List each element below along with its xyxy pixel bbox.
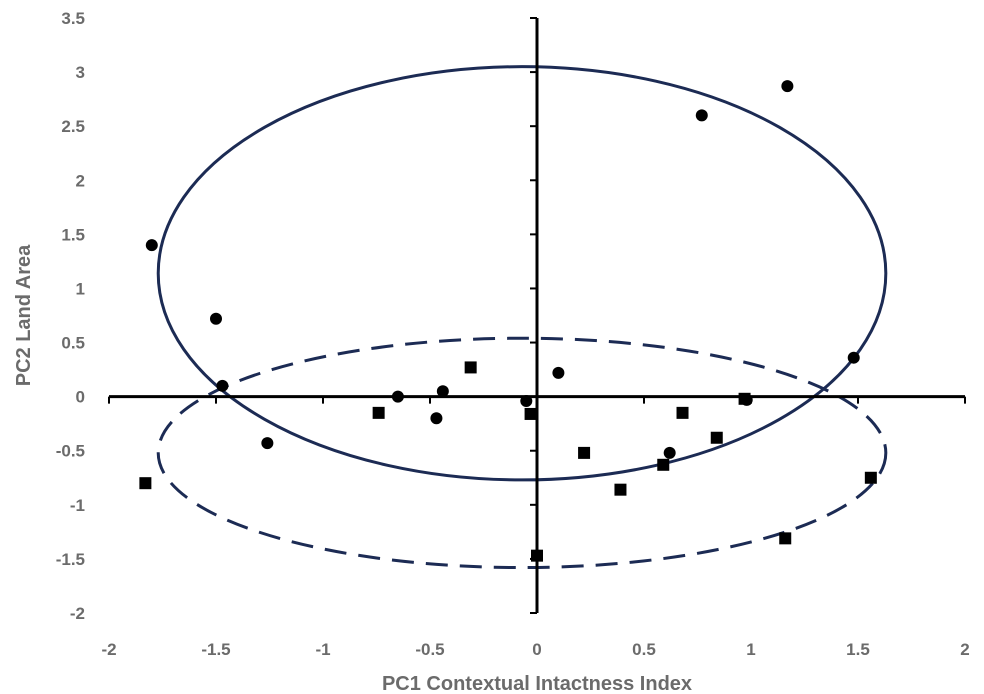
circle-point xyxy=(663,446,676,459)
circle-point xyxy=(145,239,158,252)
circle-point xyxy=(520,394,533,407)
y-tick-label: 3.5 xyxy=(61,9,85,28)
circle-point xyxy=(210,312,222,325)
square-point xyxy=(524,407,537,420)
circle-point xyxy=(781,80,794,93)
x-tick-label: -2 xyxy=(101,640,116,659)
tick-labels: -2 -1.5 -1 -0.5 0 0.5 1 1.5 2 3.5 3 2.5 2 1.5 1 0.5 0 -0.… xyxy=(56,9,970,659)
solid-ellipse xyxy=(156,65,888,482)
square-point xyxy=(614,483,627,496)
y-tick-label: 2.5 xyxy=(61,117,85,136)
x-tick-label: -1 xyxy=(315,640,330,659)
x-tick-label: 0.5 xyxy=(632,640,656,659)
data-points xyxy=(139,80,877,562)
y-tick-label: -1 xyxy=(70,496,85,515)
y-tick-label: 2 xyxy=(76,171,85,190)
square-point xyxy=(710,431,723,444)
x-tick-label: 1 xyxy=(746,640,755,659)
y-axis-title: PC2 Land Area xyxy=(13,244,35,386)
x-tick-label: 0 xyxy=(532,640,541,659)
y-tick-label: -0.5 xyxy=(56,442,85,461)
axes xyxy=(108,17,966,614)
circle-point xyxy=(216,379,229,392)
square-point xyxy=(464,361,477,374)
x-tick-label: 2 xyxy=(960,640,969,659)
y-tick-label: -1.5 xyxy=(56,550,85,569)
circle-point xyxy=(847,351,860,364)
square-point xyxy=(531,549,543,562)
square-point xyxy=(372,406,385,419)
square-point xyxy=(738,392,751,405)
ellipse-layer xyxy=(156,65,888,570)
circle-point xyxy=(695,109,708,122)
y-tick-label: 0.5 xyxy=(61,334,85,353)
y-tick-label: -2 xyxy=(70,604,85,623)
x-tick-label: -1.5 xyxy=(201,640,230,659)
square-point xyxy=(578,446,591,459)
circle-point xyxy=(436,385,449,398)
y-tick-label: 1 xyxy=(76,279,85,298)
y-tick-label: 1.5 xyxy=(61,225,85,244)
x-axis-title: PC1 Contextual Intactness Index xyxy=(382,673,692,694)
square-point xyxy=(657,458,670,471)
circle-point xyxy=(391,390,404,403)
circle-point xyxy=(261,437,274,450)
square-point xyxy=(139,477,152,490)
circle-point xyxy=(552,366,565,379)
square-point xyxy=(676,406,689,419)
circle-point xyxy=(430,412,443,425)
x-tick-label: -0.5 xyxy=(415,640,444,659)
y-tick-label: 3 xyxy=(76,63,85,82)
square-point xyxy=(864,471,877,484)
y-tick-label: 0 xyxy=(76,388,85,407)
square-point xyxy=(779,532,792,545)
dashed-ellipse xyxy=(156,336,888,570)
x-tick-label: 1.5 xyxy=(846,640,870,659)
